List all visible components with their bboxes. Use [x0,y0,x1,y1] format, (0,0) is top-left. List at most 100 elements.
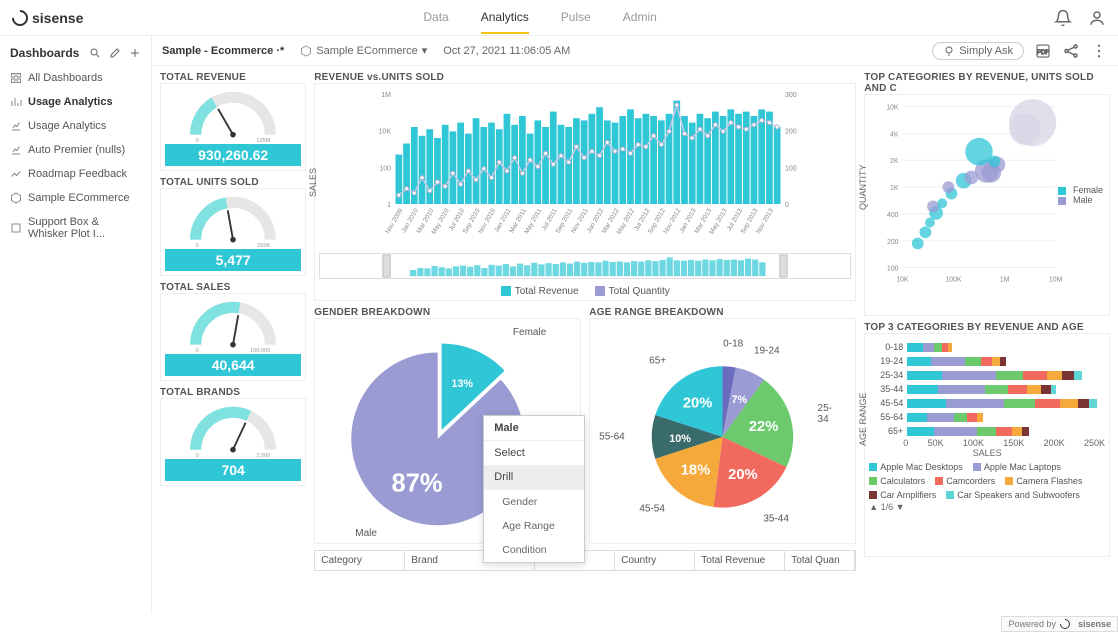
svg-text:2,500: 2,500 [256,453,270,459]
datasource-chip[interactable]: Sample ECommerce ▾ [300,44,427,57]
y-axis-label: SALES [308,168,318,197]
stacked-row[interactable]: 45-54 [873,396,1101,410]
line-icon [10,168,22,180]
mid-column: REVENUE vs.UNITS SOLD SALES 1M10K1001300… [314,72,856,608]
powered-by: Powered by sisense [1001,616,1118,632]
share-icon[interactable] [1062,42,1080,60]
topbar-actions [1054,9,1106,27]
svg-text:100K: 100K [946,276,962,283]
stacked-row[interactable]: 0-18 [873,340,1101,354]
stacked-row[interactable]: 19-24 [873,354,1101,368]
legend-item[interactable]: Total Quantity [595,286,670,297]
tab-pulse[interactable]: Pulse [561,2,591,34]
sidebar-item[interactable]: Auto Premier (nulls) [0,138,151,162]
user-icon[interactable] [1088,9,1106,27]
tab-data[interactable]: Data [423,2,448,34]
legend-item[interactable]: Apple Mac Desktops [869,462,963,472]
kpi-card[interactable]: 0125M930,260.62 [160,83,306,171]
stacked-row[interactable]: 25-34 [873,368,1101,382]
sidebar-item[interactable]: Roadmap Feedback [0,162,151,186]
sidebar-item[interactable]: Sample ECommerce [0,186,151,210]
logo: sisense [12,10,83,26]
chart-icon [10,120,22,132]
topnav: Data Analytics Pulse Admin [423,2,656,34]
kpi-card[interactable]: 0250K5,477 [160,188,306,276]
search-icon[interactable] [89,47,101,59]
sidebar-item[interactable]: Support Box & Whisker Plot I... [0,210,151,246]
bars-icon [10,96,22,108]
svg-text:13%: 13% [452,378,474,390]
legend-item[interactable]: Car Speakers and Subwoofers [946,490,1080,500]
chart-icon [10,144,22,156]
kpi-value: 704 [165,459,301,481]
legend-item[interactable]: Apple Mac Laptops [973,462,1061,472]
sidebar-item[interactable]: All Dashboards [0,66,151,90]
kpi-card[interactable]: 0 2,500704 [160,398,306,486]
legend-pager[interactable]: ▲ 1/6 ▼ [869,502,1105,512]
stacked-row[interactable]: 35-44 [873,382,1101,396]
svg-text:200: 200 [887,239,899,246]
cm-drill[interactable]: Drill [484,465,584,489]
svg-text:10M: 10M [1049,276,1063,283]
tab-analytics[interactable]: Analytics [481,2,529,34]
table-column-header[interactable]: Category [315,551,405,570]
data-table-header: CategoryBrandConditionCountryTotal Reven… [314,550,856,571]
legend-item[interactable]: Female [1058,185,1103,195]
combo-legend: Total Revenue Total Quantity [319,286,851,297]
legend-item[interactable]: Camcorders [935,476,995,486]
table-column-header[interactable]: Total Quan [785,551,855,570]
kpi-title: TOTAL SALES [160,282,306,293]
svg-text:100: 100 [887,266,899,273]
age-title: AGE RANGE BREAKDOWN [589,307,856,318]
svg-text:20%: 20% [683,395,712,411]
table-column-header[interactable]: Total Revenue [695,551,785,570]
timestamp: Oct 27, 2021 11:06:05 AM [443,45,570,57]
bulb-icon [943,45,955,57]
legend-item[interactable]: Camera Flashes [1005,476,1082,486]
age-widget: AGE RANGE BREAKDOWN 7%22%20%18%10%20% 0-… [589,307,856,544]
context-menu[interactable]: Male Select Drill Gender Age Range Condi… [483,415,585,563]
sidebar-header: Dashboards [0,40,151,66]
tab-admin[interactable]: Admin [623,2,657,34]
svg-text:10K: 10K [379,129,392,136]
svg-text:100,000: 100,000 [250,348,270,354]
combo-chart[interactable]: 1M10K10013002001000Nov 2009Jan 2010Mar 2… [319,88,851,248]
svg-text:7%: 7% [732,394,748,406]
bell-icon[interactable] [1054,9,1072,27]
edit-icon[interactable] [109,47,121,59]
simply-ask-button[interactable]: Simply Ask [932,42,1024,60]
kpi-value: 930,260.62 [165,144,301,166]
cm-select[interactable]: Select [484,441,584,465]
svg-text:400: 400 [887,212,899,219]
grid-icon [10,72,22,84]
svg-text:1K: 1K [890,185,899,192]
cm-age[interactable]: Age Range [484,514,584,538]
svg-text:20%: 20% [728,467,757,483]
sidebar-item[interactable]: Usage Analytics [0,90,151,114]
legend-item[interactable]: Total Revenue [501,286,579,297]
age-pie[interactable]: 7%22%20%18%10%20% [594,323,851,539]
age-slice-label: 25-34 [818,403,843,425]
svg-text:0: 0 [196,243,199,249]
more-icon[interactable] [1090,42,1108,60]
svg-text:250K: 250K [257,243,270,249]
cm-gender[interactable]: Gender [484,490,584,514]
legend-item[interactable]: Male [1058,195,1103,205]
cube-icon [300,45,312,57]
stacked-row[interactable]: 65+ [873,424,1101,438]
svg-text:0: 0 [196,138,199,144]
age-slice-label: 35-44 [763,514,789,525]
cm-condition[interactable]: Condition [484,538,584,562]
sidebar-title: Dashboards [10,46,79,60]
pdf-icon[interactable]: PDF [1034,42,1052,60]
plus-icon[interactable] [129,47,141,59]
stacked-row[interactable]: 55-64 [873,410,1101,424]
scatter-widget: TOP CATEGORIES BY REVENUE, UNITS SOLD AN… [864,72,1110,316]
svg-text:0: 0 [196,453,199,459]
kpi-card[interactable]: 0100,00040,644 [160,293,306,381]
brush-chart[interactable] [319,253,851,279]
table-column-header[interactable]: Country [615,551,695,570]
sidebar-item[interactable]: Usage Analytics [0,114,151,138]
legend-item[interactable]: Car Amplifiers [869,490,936,500]
legend-item[interactable]: Calculators [869,476,925,486]
